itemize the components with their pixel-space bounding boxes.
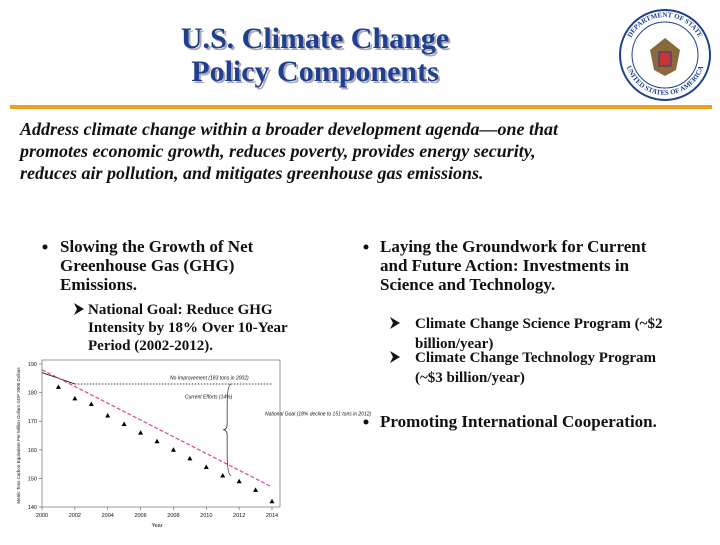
annotation: Current Efforts (14%) xyxy=(185,394,233,400)
sub-text: Period (2002-2012). xyxy=(88,338,213,354)
data-point xyxy=(187,455,193,461)
y-tick-label: 170 xyxy=(28,419,37,425)
bullet-text: and Future Action: Investments in xyxy=(380,256,630,275)
bullet-text: Slowing the Growth of Net xyxy=(60,237,254,256)
sub-text: Climate Change Technology Program xyxy=(415,350,656,366)
bullet-text: Promoting International Cooperation. xyxy=(380,412,657,431)
x-tick-label: 2008 xyxy=(167,513,179,519)
y-tick-label: 160 xyxy=(28,448,37,454)
x-tick-label: 2006 xyxy=(134,513,146,519)
bullet-text: Greenhouse Gas (GHG) xyxy=(60,256,234,275)
annotation: No Improvement (183 tons in 2002) xyxy=(170,376,249,382)
intro-line: promotes economic growth, reduces povert… xyxy=(18,141,536,161)
data-point xyxy=(138,430,144,435)
y-tick-label: 150 xyxy=(28,476,37,482)
data-point xyxy=(220,473,226,478)
data-point xyxy=(72,395,78,401)
x-tick-label: 2000 xyxy=(36,513,48,519)
data-point xyxy=(121,421,127,427)
data-point xyxy=(253,487,259,492)
y-tick-label: 190 xyxy=(28,362,37,368)
bullet-text: Emissions. xyxy=(60,275,137,294)
title: Policy Components xyxy=(191,55,439,88)
data-point xyxy=(88,401,94,407)
annotation: National Goal (18% decline to 151 tons i… xyxy=(265,411,372,417)
series-line xyxy=(41,369,273,488)
x-tick-label: 2002 xyxy=(69,513,81,519)
data-point xyxy=(55,384,61,389)
data-point xyxy=(154,438,160,444)
sub-text: National Goal: Reduce GHG xyxy=(88,302,273,318)
data-point xyxy=(203,464,209,469)
y-axis-label: Metric Tons Carbon Equivalent Per Millio… xyxy=(16,367,21,504)
intro-line: reduces air pollution, and mitigates gre… xyxy=(20,163,484,183)
sub-text: billion/year) xyxy=(415,336,493,352)
data-point xyxy=(269,498,275,504)
data-point xyxy=(236,478,242,484)
x-tick-label: 2014 xyxy=(266,513,278,519)
arrow-bullet xyxy=(390,317,400,329)
sub-text: Climate Change Science Program (~$2 xyxy=(415,316,662,332)
x-tick-label: 2004 xyxy=(102,513,114,519)
seal xyxy=(619,9,711,101)
bullet-text: Science and Technology. xyxy=(380,275,555,294)
seal-shield xyxy=(658,51,672,67)
plot-frame xyxy=(41,359,281,508)
data-point xyxy=(105,412,111,418)
x-tick-label: 2010 xyxy=(200,513,212,519)
bullet xyxy=(363,244,369,250)
bullet xyxy=(42,244,48,250)
data-point xyxy=(170,447,176,452)
x-axis-label: Year xyxy=(151,523,162,529)
y-tick-label: 140 xyxy=(28,505,37,511)
arrow-bullet xyxy=(74,303,84,315)
bullet xyxy=(363,419,369,425)
y-tick-label: 180 xyxy=(28,391,37,397)
arrow-bullet xyxy=(390,351,400,363)
title: U.S. Climate Change xyxy=(181,22,449,55)
sub-text: (~$3 billion/year) xyxy=(415,370,525,386)
bullet-text: Laying the Groundwork for Current xyxy=(380,237,647,256)
title-shadow: U.S. Climate Change xyxy=(183,24,451,57)
x-tick-label: 2012 xyxy=(233,513,245,519)
title-shadow: Policy Components xyxy=(193,57,441,90)
brace xyxy=(223,383,232,476)
sub-text: Intensity by 18% Over 10-Year xyxy=(88,320,288,336)
intro-line: Address climate change within a broader … xyxy=(19,119,559,139)
